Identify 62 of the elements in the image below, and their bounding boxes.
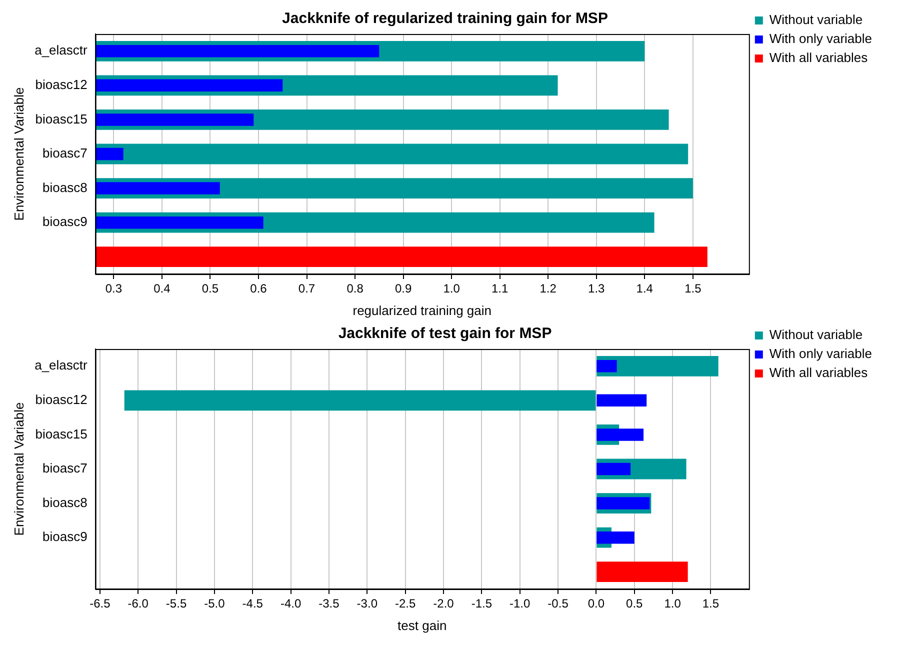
x-axis-title: test gain: [398, 618, 447, 633]
y-tick-label: a_elasctr: [34, 358, 88, 373]
legend-label: With only variable: [769, 346, 872, 362]
y-axis-title: Environmental Variable: [11, 87, 26, 221]
x-tick-label: -3.0: [356, 596, 378, 611]
chart-title: Jackknife of regularized training gain for MSP: [282, 10, 608, 28]
y-tick-label: bioasc15: [35, 111, 88, 126]
legend-label: Without variable: [769, 12, 863, 28]
x-tick-label: 1.5: [702, 596, 720, 611]
x-tick-label: -2.0: [433, 596, 454, 611]
bar: [596, 394, 647, 407]
bar: [596, 428, 644, 441]
chart-title: Jackknife of test gain for MSP: [338, 325, 552, 342]
x-tick-label: 0.0: [588, 596, 605, 611]
y-tick-label: bioasc9: [42, 214, 88, 230]
x-tick-label: 1.0: [664, 596, 682, 611]
x-tick-label: -5.5: [166, 596, 187, 611]
x-tick-label: 1.5: [684, 282, 702, 296]
y-tick-label: bioasc12: [35, 392, 88, 408]
x-tick-label: 0.6: [250, 282, 268, 296]
y-tick-label: bioasc12: [35, 77, 88, 92]
bar: [596, 531, 634, 544]
x-tick-label: 0.5: [626, 596, 644, 611]
x-tick-label: 0.7: [298, 282, 316, 296]
x-tick-label: 0.9: [394, 282, 412, 296]
x-tick-label: -6.5: [90, 596, 111, 611]
x-tick-label: -1.5: [471, 596, 492, 611]
legend-label: With only variable: [769, 31, 872, 46]
x-tick-label: -0.5: [548, 596, 569, 611]
x-tick-label: 1.0: [443, 282, 460, 296]
x-tick-label: -4.0: [280, 596, 302, 611]
bar: [124, 390, 596, 411]
x-tick-label: 1.4: [636, 282, 654, 296]
x-tick-label: 0.8: [346, 282, 364, 296]
y-tick-label: bioasc7: [42, 460, 88, 476]
x-tick-label: -5.0: [204, 596, 226, 611]
x-axis-title: regularized training gain: [352, 302, 492, 318]
bar: [596, 462, 631, 476]
y-axis-title: Environmental Variable: [11, 402, 26, 536]
x-tick-label: -3.5: [318, 596, 340, 611]
bar: [596, 562, 688, 582]
x-tick-label: 0.3: [105, 282, 122, 296]
legend-label: Without variable: [769, 327, 863, 342]
bar: [596, 360, 617, 372]
x-tick-label: 1.2: [540, 282, 557, 296]
x-tick-label: -6.0: [128, 596, 149, 611]
y-tick-label: bioasc8: [42, 494, 88, 510]
x-tick-label: -4.5: [242, 596, 264, 611]
bar: [596, 497, 650, 510]
x-tick-label: 0.4: [154, 282, 171, 296]
x-tick-label: 1.3: [588, 282, 606, 296]
x-tick-label: -1.0: [510, 596, 531, 611]
y-tick-label: a_elasctr: [34, 42, 88, 58]
y-tick-label: bioasc7: [42, 146, 88, 161]
legend-label: With all variables: [769, 365, 868, 380]
x-tick-label: 1.1: [491, 282, 508, 296]
legend-label: With all variables: [769, 50, 868, 66]
x-tick-label: -2.5: [394, 596, 416, 611]
y-tick-label: bioasc15: [35, 426, 88, 442]
y-tick-label: bioasc9: [42, 529, 88, 544]
x-tick-label: 0.5: [202, 282, 219, 296]
y-tick-label: bioasc8: [42, 180, 88, 195]
